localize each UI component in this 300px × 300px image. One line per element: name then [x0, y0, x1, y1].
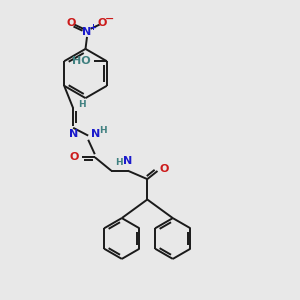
Text: HO: HO	[72, 56, 90, 66]
Text: H: H	[79, 100, 86, 109]
Text: O: O	[98, 18, 107, 28]
Text: O: O	[70, 152, 79, 162]
Text: O: O	[67, 18, 76, 28]
Text: +: +	[89, 22, 96, 32]
Text: N: N	[82, 27, 91, 38]
Text: H: H	[99, 126, 106, 135]
Text: N: N	[69, 129, 78, 139]
Text: N: N	[123, 156, 132, 166]
Text: H: H	[115, 158, 123, 166]
Text: O: O	[160, 164, 169, 174]
Text: −: −	[104, 14, 114, 24]
Text: N: N	[91, 129, 100, 139]
